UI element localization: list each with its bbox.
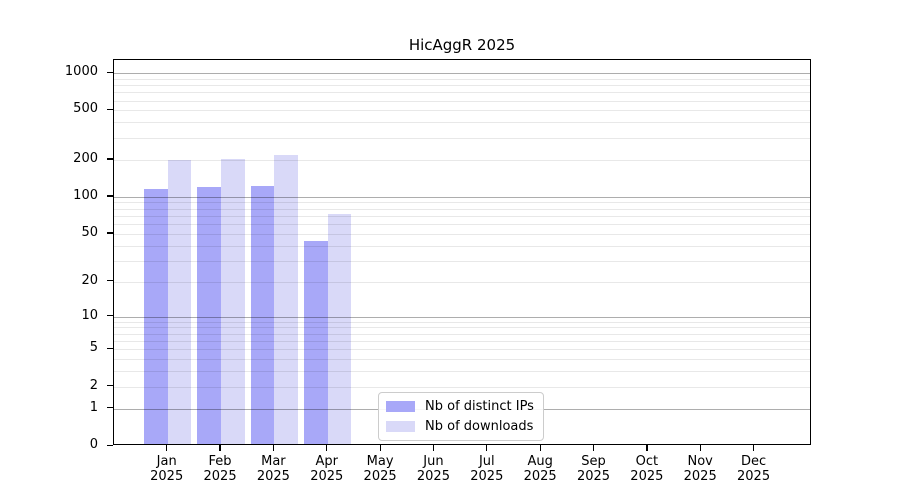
x-tick-label: Nov 2025 [668, 454, 732, 484]
x-tick-month: Aug [527, 454, 553, 469]
bar-distinct-ips [304, 240, 328, 444]
plot-area: Nb of distinct IPs Nb of downloads [113, 59, 811, 445]
y-tick-label: 1 [89, 399, 98, 415]
y-tick-label: 0 [89, 437, 98, 452]
bar-downloads [167, 160, 192, 444]
y-tick-mark [107, 280, 113, 282]
bar-distinct-ips [144, 188, 168, 444]
y-tick-label: 20 [81, 272, 98, 288]
gridline-minor-400 [114, 122, 810, 124]
y-tick-label: 10 [81, 307, 98, 323]
x-tick-mark [432, 445, 435, 451]
x-tick-month: Mar [261, 454, 286, 469]
gridline-minor-300 [114, 137, 810, 139]
x-tick-month: Oct [635, 454, 659, 469]
x-tick-label: Apr 2025 [295, 454, 359, 484]
x-tick-year: 2025 [523, 469, 557, 484]
gridline-minor-500 [114, 110, 810, 112]
bar-downloads [274, 155, 298, 444]
x-tick-mark [646, 445, 648, 451]
x-tick-year: 2025 [310, 469, 344, 484]
gridline-major-1000 [114, 73, 810, 75]
legend-item: Nb of distinct IPs [386, 399, 534, 414]
y-tick-label: 200 [73, 150, 98, 166]
x-tick-mark [539, 445, 541, 451]
x-tick-label: Jul 2025 [455, 454, 519, 484]
x-tick-label: May 2025 [348, 454, 412, 484]
x-tick-label: Sep 2025 [562, 454, 626, 484]
x-tick-month: May [366, 454, 394, 469]
x-tick-year: 2025 [683, 469, 717, 484]
x-tick-mark [592, 445, 595, 451]
x-tick-year: 2025 [363, 469, 397, 484]
x-tick-year: 2025 [630, 469, 664, 484]
x-tick-month: Jul [478, 454, 495, 469]
gridline-minor-600 [114, 100, 810, 102]
x-tick-year: 2025 [576, 469, 611, 484]
gridline-minor-900 [114, 78, 810, 80]
y-tick-mark [107, 232, 113, 234]
y-tick-label: 2 [89, 377, 98, 393]
bar-distinct-ips [250, 186, 275, 444]
x-tick-label: Aug 2025 [508, 454, 572, 484]
gridline-minor-200 [114, 159, 810, 161]
x-tick-month: Jan [156, 454, 177, 469]
y-tick-mark [107, 347, 113, 350]
x-tick-month: Dec [740, 454, 767, 469]
x-tick-label: Dec 2025 [722, 454, 786, 484]
legend-swatch-distinct-ips [386, 401, 415, 412]
x-tick-mark [326, 445, 328, 451]
x-tick-mark [486, 445, 488, 451]
y-tick-mark [107, 195, 113, 197]
x-tick-mark [272, 445, 275, 451]
x-tick-mark [166, 445, 168, 451]
x-tick-month: Apr [315, 454, 339, 469]
x-tick-label: Mar 2025 [241, 454, 305, 484]
y-tick-mark [107, 407, 113, 409]
y-tick-label: 50 [81, 224, 98, 240]
y-tick-mark [107, 158, 113, 160]
legend: Nb of distinct IPs Nb of downloads [378, 392, 544, 441]
x-tick-year: 2025 [470, 469, 504, 484]
legend-swatch-downloads [386, 421, 415, 432]
gridline-minor-700 [114, 92, 810, 94]
x-tick-label: Jun 2025 [401, 454, 465, 484]
bar-downloads [327, 213, 352, 444]
y-tick-mark [107, 444, 113, 446]
y-tick-label: 1000 [64, 64, 98, 80]
x-tick-year: 2025 [256, 469, 290, 484]
x-tick-mark [752, 445, 755, 451]
y-tick-mark [107, 315, 113, 317]
y-tick-label: 100 [73, 187, 98, 203]
y-tick-mark [107, 385, 113, 387]
x-tick-year: 2025 [203, 469, 237, 484]
y-tick-label: 500 [73, 101, 98, 117]
x-tick-label: Jan 2025 [135, 454, 199, 484]
x-tick-label: Feb 2025 [188, 454, 252, 484]
x-tick-month: Feb [208, 454, 232, 469]
y-tick-mark [107, 108, 113, 111]
x-tick-month: Jun [423, 454, 444, 469]
x-tick-month: Sep [581, 454, 606, 469]
x-tick-mark [379, 445, 381, 451]
x-tick-month: Nov [687, 454, 713, 469]
x-tick-year: 2025 [416, 469, 450, 484]
x-tick-year: 2025 [737, 469, 771, 484]
x-tick-label: Oct 2025 [615, 454, 679, 484]
bar-downloads [221, 159, 245, 444]
legend-label: Nb of distinct IPs [425, 399, 534, 414]
x-tick-year: 2025 [150, 469, 184, 484]
bar-distinct-ips [197, 187, 222, 444]
y-tick-label: 5 [89, 340, 98, 356]
x-tick-mark [219, 445, 221, 451]
chart-title: HicAggR 2025 [408, 36, 516, 54]
x-tick-mark [699, 445, 701, 451]
gridline-minor-800 [114, 85, 810, 87]
y-tick-mark [107, 71, 113, 73]
legend-item: Nb of downloads [386, 419, 534, 434]
legend-label: Nb of downloads [425, 419, 534, 434]
